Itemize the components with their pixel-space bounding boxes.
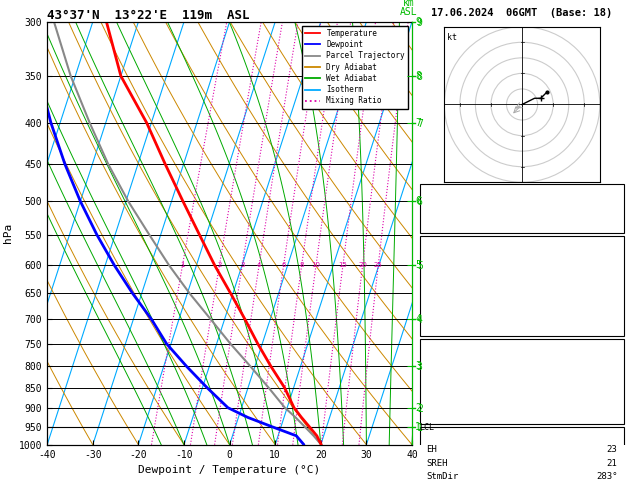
Text: 1000: 1000 [596,358,618,366]
Text: 10: 10 [311,262,321,268]
Text: © weatheronline.co.uk: © weatheronline.co.uk [470,434,574,443]
Text: 2: 2 [217,262,221,268]
Text: CIN (J): CIN (J) [426,412,464,421]
Text: 17.06.2024  06GMT  (Base: 18): 17.06.2024 06GMT (Base: 18) [431,8,613,17]
Text: 0: 0 [612,311,618,319]
Text: 21: 21 [607,459,618,468]
Text: 326: 326 [601,371,618,380]
Text: 2: 2 [415,403,421,413]
Text: Surface: Surface [501,239,543,249]
Text: CAPE (J): CAPE (J) [426,399,470,408]
Text: SREH: SREH [426,459,448,468]
Text: θᵉ(K): θᵉ(K) [426,283,454,292]
Text: 4: 4 [257,262,261,268]
Text: km
ASL: km ASL [400,0,418,17]
Text: 0: 0 [612,399,618,408]
Text: 3: 3 [415,361,421,371]
Text: 23: 23 [607,445,618,454]
Text: Hodograph: Hodograph [496,430,548,440]
Text: 4: 4 [415,314,421,325]
Text: 326: 326 [601,283,618,292]
Text: 3: 3 [240,262,245,268]
Text: Pressure (mb): Pressure (mb) [426,358,496,366]
Bar [420,339,624,424]
Text: 9: 9 [415,17,421,27]
Text: 6: 6 [415,196,421,206]
Text: 25: 25 [607,188,618,197]
Text: 1: 1 [415,422,421,432]
Text: Lifted Index: Lifted Index [426,296,491,306]
Text: 5: 5 [415,260,421,270]
Text: Lifted Index: Lifted Index [426,385,491,394]
Text: Temp (°C): Temp (°C) [426,255,475,264]
Bar [420,184,624,233]
Text: 44: 44 [607,204,618,213]
Y-axis label: hPa: hPa [3,223,13,243]
Text: 15: 15 [338,262,347,268]
Legend: Temperature, Dewpoint, Parcel Trajectory, Dry Adiabat, Wet Adiabat, Isotherm, Mi: Temperature, Dewpoint, Parcel Trajectory… [302,26,408,108]
Text: 2: 2 [612,296,618,306]
Text: 8: 8 [299,262,304,268]
Text: 16.3: 16.3 [596,269,618,278]
Text: 283°: 283° [596,472,618,481]
Bar [420,236,624,336]
Text: Dewp (°C): Dewp (°C) [426,269,475,278]
Text: 203: 203 [601,324,618,333]
Text: kt: kt [447,33,457,42]
Text: LCL: LCL [420,423,434,432]
Text: 43°37'N  13°22'E  119m  ASL: 43°37'N 13°22'E 119m ASL [47,9,250,22]
Text: θᵉ (K): θᵉ (K) [426,371,459,380]
Text: 25: 25 [374,262,382,268]
Text: 2.69: 2.69 [596,220,618,229]
Text: CIN (J): CIN (J) [426,324,464,333]
Text: K: K [426,188,432,197]
Text: Most Unstable: Most Unstable [484,342,560,352]
Text: 203: 203 [601,412,618,421]
Text: PW (cm): PW (cm) [426,220,464,229]
Text: Totals Totals: Totals Totals [426,204,496,213]
Text: 1: 1 [181,262,185,268]
Text: EH: EH [426,445,437,454]
Text: 20: 20 [358,262,367,268]
X-axis label: Dewpoint / Temperature (°C): Dewpoint / Temperature (°C) [138,465,321,475]
Text: 7: 7 [415,118,421,128]
Text: 20.1: 20.1 [596,255,618,264]
Text: 2: 2 [612,385,618,394]
Text: StmDir: StmDir [426,472,459,481]
Text: 8: 8 [415,71,421,81]
Text: 6: 6 [281,262,286,268]
Text: CAPE (J): CAPE (J) [426,311,470,319]
Bar [420,427,624,486]
